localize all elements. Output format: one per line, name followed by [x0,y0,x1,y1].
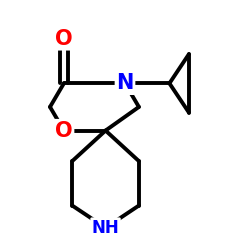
Text: NH: NH [92,219,120,237]
Text: O: O [55,29,73,49]
Text: O: O [55,120,73,141]
Text: N: N [116,73,134,93]
